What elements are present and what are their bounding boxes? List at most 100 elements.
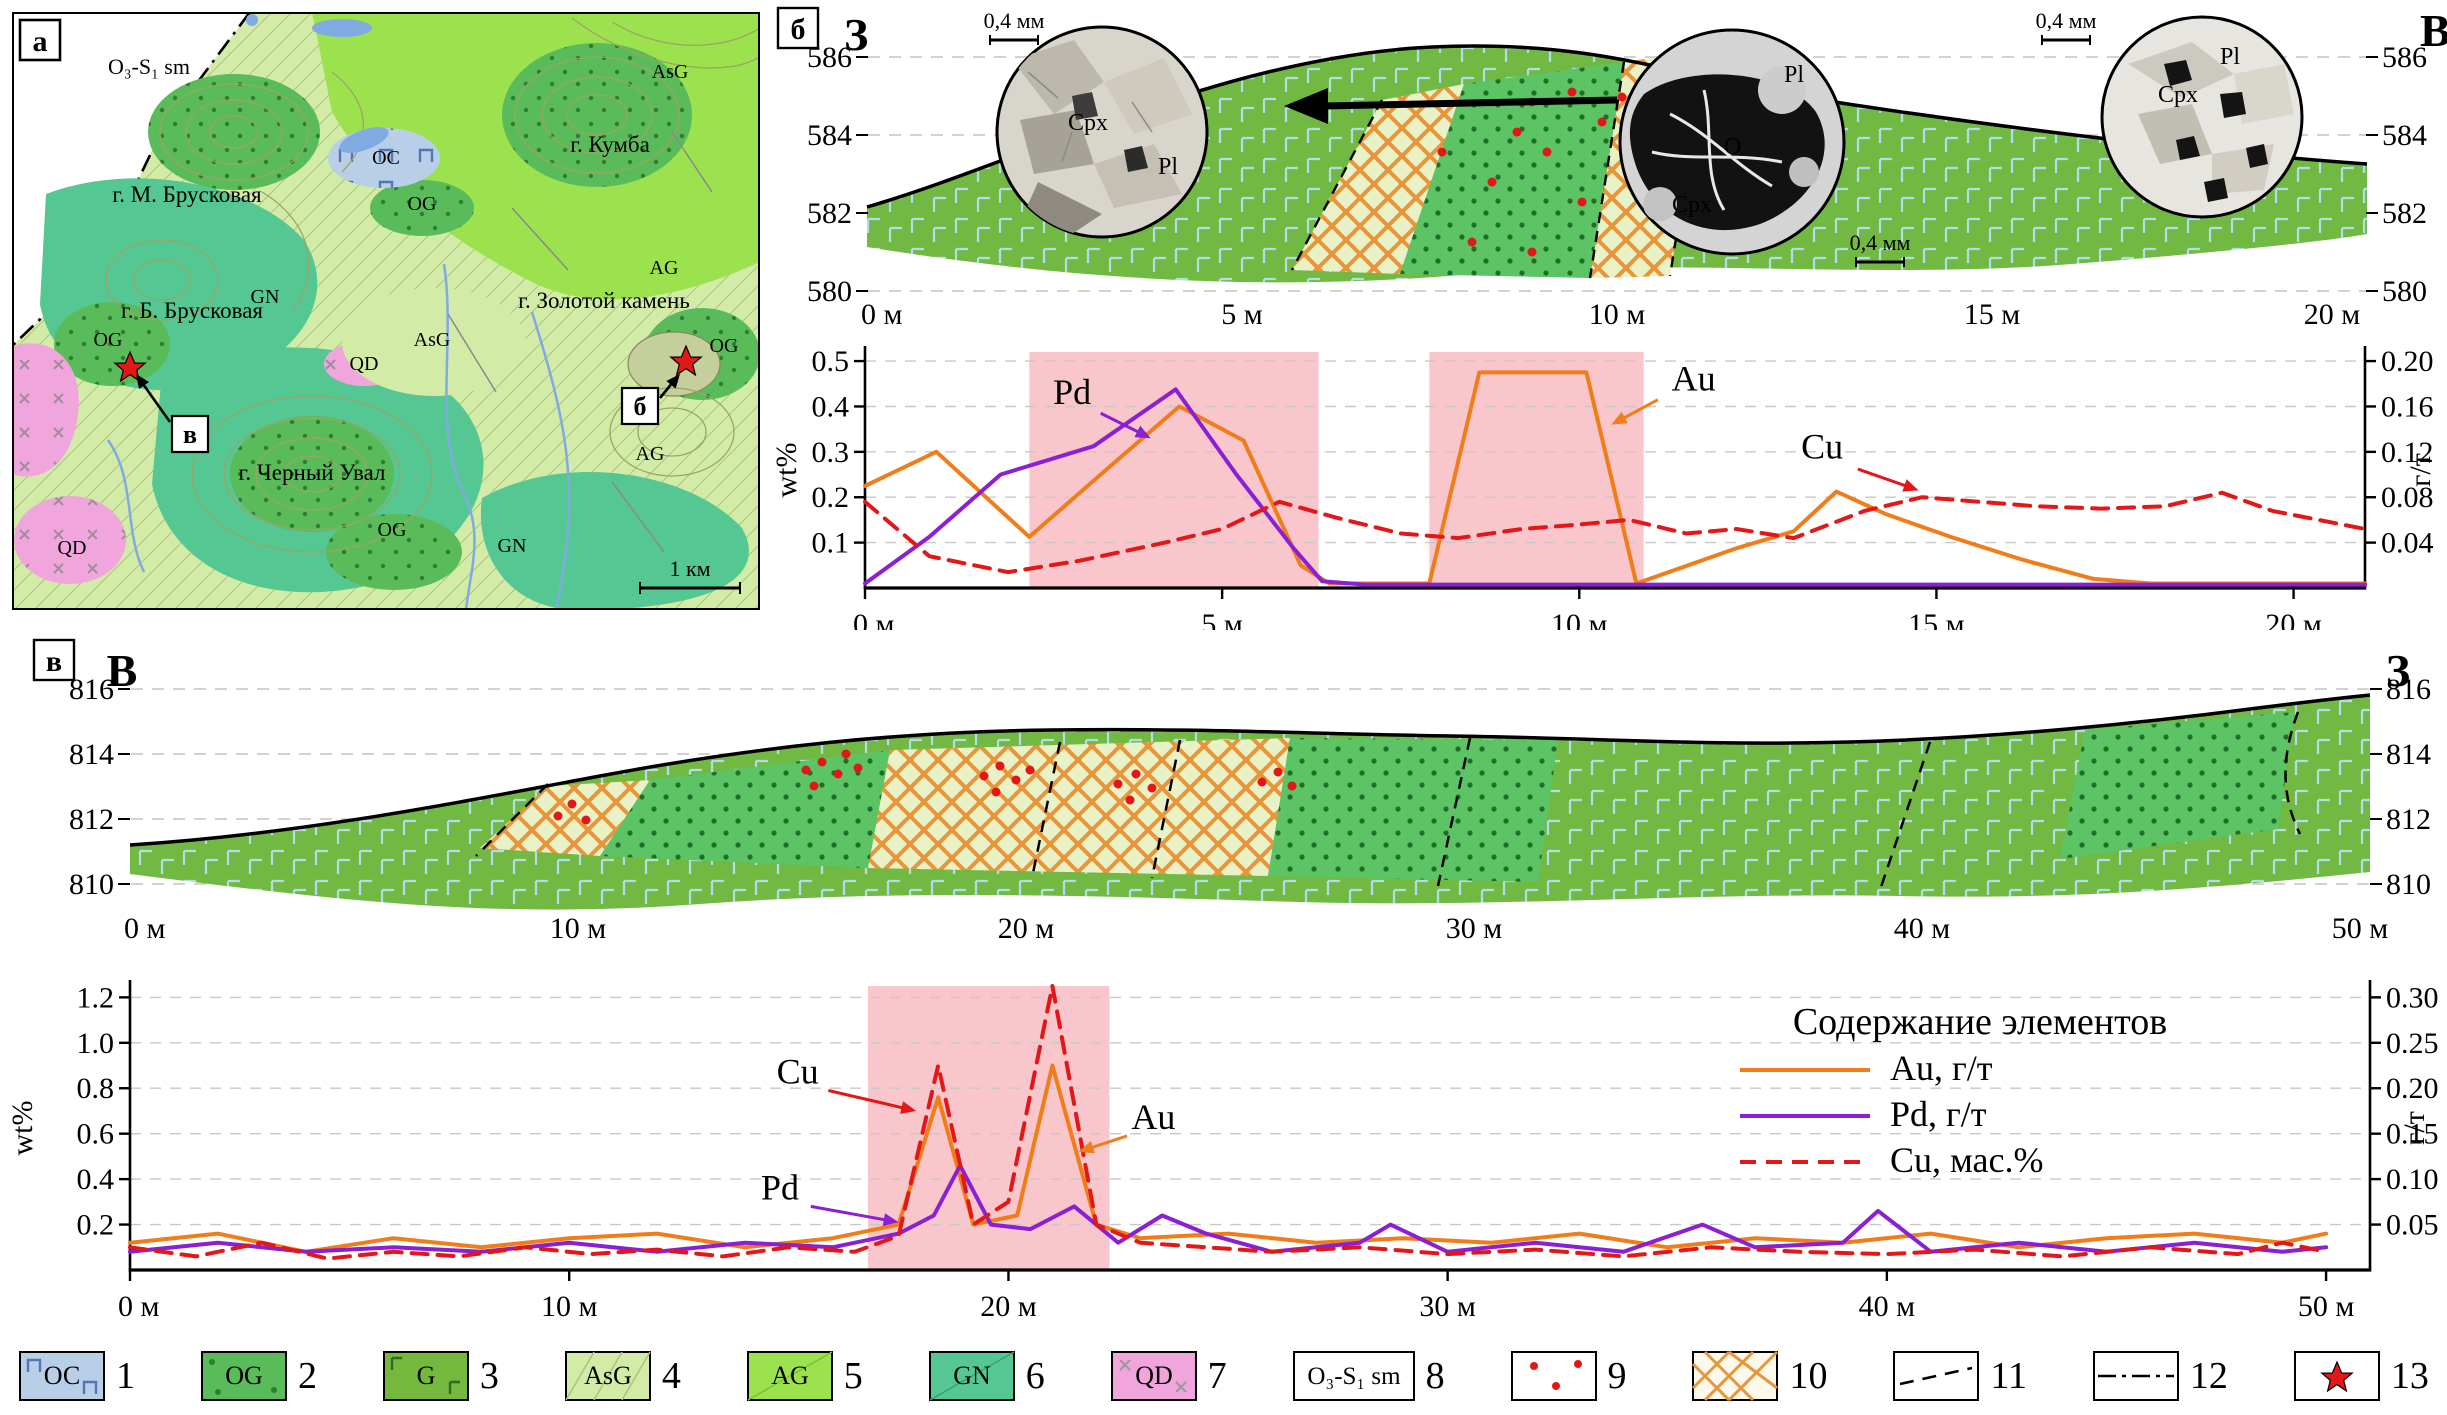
svg-text:GN: GN [953,1361,991,1390]
x-tick-label: 5 м [1201,608,1243,630]
scale-bar-label: 0,4 мм [1850,230,1911,255]
metasomatite-zone [1292,84,1464,274]
series-pd [128,1163,2329,1254]
annotation-label: Pd [761,1168,799,1208]
right-tick-label: 0.30 [2386,981,2439,1014]
mineralization-dots [553,749,1297,825]
svg-text:GN: GN [251,286,280,308]
topographic-contours [105,17,760,553]
left-tick-label: 0.2 [77,1209,115,1242]
legend-swatch-g: G [382,1351,469,1401]
legend-item-oc: ОС 1 [18,1350,135,1402]
svg-text:20 м: 20 м [2304,298,2361,330]
legend-item-asg: AsG 4 [564,1350,681,1402]
right-tick-label: 0.16 [2381,390,2434,423]
olivine-gabbro-zone [600,750,890,868]
legend-number: 13 [2390,1355,2429,1397]
left-axis-title: wt% [6,1101,39,1156]
annotation-arrowhead [1611,411,1628,425]
cross-section-v: 816 814 812 810 816 814 812 810 0 м 10 м… [32,638,2431,945]
svg-text:810: 810 [2386,868,2431,901]
legend-item-mineralization: 9 [1510,1350,1627,1402]
svg-text:QD: QD [1135,1361,1173,1390]
photomicrograph-inset-3: Pl Cpx 0,4 мм [2036,8,2304,219]
panel-letter-b: б [776,6,820,50]
svg-text:OG: OG [225,1361,263,1390]
series-cu [863,490,2367,575]
section-v-east-label: В [107,645,138,696]
legend-swatch-dashed-line [1893,1351,1980,1401]
legend-swatch-oc: ОС [19,1351,105,1401]
series-au [863,370,2367,586]
legend-item-deposit-star: 13 [2293,1350,2429,1402]
lakes [246,14,389,153]
svg-text:OG: OG [94,329,123,351]
fault-dashed-lines [475,711,2302,891]
mountain-label-kumba: г. Кумба [570,132,650,157]
svg-text:812: 812 [2386,803,2431,836]
right-tick-label: 0.04 [2381,527,2434,560]
annotation-arrowhead [900,1101,917,1114]
svg-text:40 м: 40 м [1894,912,1951,945]
section-marker-b: б [620,374,680,426]
x-tick-label: 50 м [2298,1290,2355,1323]
annotation-label: Pd [1053,372,1091,412]
geochemical-profile-v: 0.2 0.4 0.6 0.8 1.0 1.2 0.05 0.10 0.15 0.20 0.25 0.… [6,980,2439,1323]
left-tick-label: 0.8 [77,1072,115,1105]
x-tick-label: 0 м [853,608,895,630]
terrain-profile-line [129,693,2371,847]
geologic-map: O₃-S₁ sm г. Кумба г. М. Брусковая г. Б. … [12,12,760,610]
x-tick-label: 30 м [1419,1290,1476,1323]
legend-swatch-mineralization-dots [1510,1351,1597,1401]
legend-number: 10 [1789,1355,1828,1397]
annotation-label: Au [1672,359,1716,399]
svg-text:582: 582 [807,197,852,230]
map-border [12,12,760,610]
left-tick-label: 1.0 [77,1027,115,1060]
inset-pointer-arrow [1284,88,1618,124]
photomicrograph-inset-2: Pl O Cpx 0,4 мм [1618,28,1911,267]
svg-text:б: б [791,13,806,46]
svg-text:5 м: 5 м [1221,298,1263,330]
legend-item-gn: GN 6 [928,1350,1045,1402]
legend-item-boundary-dashdot: 12 [2092,1350,2228,1402]
legend-swatch-sediments: O₃-S₁ sm [1292,1351,1415,1401]
chart-legend-label: Pd, г/т [1890,1094,1987,1134]
annotation-label: Cu [777,1052,819,1092]
section-marker-v: в [136,374,210,454]
rivers [106,263,571,610]
map-region-label: O₃-S₁ sm [108,54,190,79]
mineral-label: Pl [1158,154,1178,180]
annotation-arrowhead [1902,479,1919,492]
legend-number: 2 [297,1355,317,1397]
legend-number: 9 [1607,1355,1627,1397]
series-au [128,1063,2329,1254]
olivine-gabbro-zone [1268,738,1558,882]
right-tick-label: 0.20 [2381,345,2434,378]
section-b-east-label: В [2420,5,2447,56]
mineral-label: Cpx [2158,82,2198,108]
elevation-axis-right: 816 814 812 810 [2370,673,2431,901]
legend-swatch-og: OG [200,1351,287,1401]
svg-text:QD: QD [58,537,87,559]
left-tick-label: 0.6 [77,1118,115,1151]
legend-number: 3 [479,1355,499,1397]
section-b-x-axis: 0 м 5 м 10 м 15 м 20 м [861,298,2360,330]
right-tick-label: 0.20 [2386,1072,2439,1105]
mineral-label: Pl [1784,62,1804,88]
svg-text:AsG: AsG [584,1361,632,1390]
legend-number: 5 [843,1355,863,1397]
svg-text:50 м: 50 м [2332,912,2389,945]
svg-text:AG: AG [771,1361,809,1390]
svg-text:30 м: 30 м [1446,912,1503,945]
photomicrograph-inset-1: Cpx Pl 0,4 мм [984,8,1209,239]
svg-text:580: 580 [2382,275,2427,308]
mountain-label-cherny-uval: г. Черный Увал [239,460,386,485]
svg-text:AsG: AsG [414,329,451,351]
svg-text:814: 814 [69,738,114,771]
x-tick-label: 0 м [118,1290,160,1323]
mountain-label-b-bruskovaya: г. Б. Брусковая [121,298,263,323]
annotation-arrow [1618,398,1659,422]
svg-text:AG: AG [636,443,665,465]
x-tick-label: 40 м [1859,1290,1916,1323]
